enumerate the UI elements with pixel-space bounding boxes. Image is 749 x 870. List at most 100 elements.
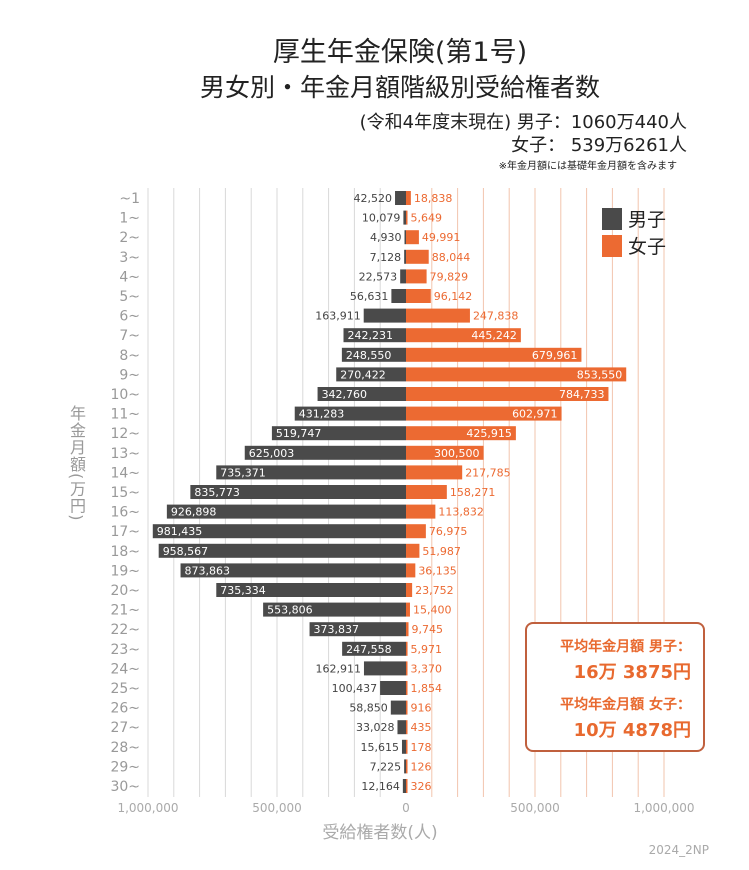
y-tick-label: 15~ [110, 485, 140, 501]
bar-male [180, 563, 406, 578]
bar-female [406, 249, 429, 264]
y-tick-label: 8~ [119, 348, 140, 364]
data-label-male: 10,079 [362, 212, 401, 225]
bar-female [406, 269, 427, 284]
data-label-female: 126 [411, 760, 432, 773]
y-tick-label: 13~ [110, 446, 140, 462]
data-label-female: 3,370 [411, 662, 443, 675]
bar-female [406, 779, 408, 793]
data-label-female: 23,752 [415, 584, 454, 597]
y-tick-label: 30~ [110, 779, 140, 795]
data-label-male: 42,520 [354, 192, 393, 205]
data-label-male: 12,164 [361, 780, 400, 793]
bar-male [403, 210, 406, 225]
bar-female [406, 681, 408, 695]
y-tick-label: 18~ [110, 544, 140, 560]
data-label-male: 958,567 [163, 545, 209, 558]
y-tick-label: 7~ [119, 328, 140, 344]
bar-male [244, 445, 406, 460]
data-label-female: 158,271 [450, 486, 496, 499]
bar-female [406, 465, 463, 480]
total-male: (令和4年度末現在) 男子：1060万440人 [359, 112, 687, 133]
y-tick-label: 2~ [119, 230, 140, 246]
bar-male [158, 543, 406, 558]
bar-female [406, 445, 484, 460]
bar-male [391, 289, 406, 303]
bar-female [406, 387, 609, 401]
bar-female [406, 739, 408, 754]
data-label-male: 33,028 [356, 721, 395, 734]
y-tick-label: 9~ [119, 367, 140, 383]
data-label-male: 625,003 [249, 447, 294, 460]
data-label-female: 79,829 [430, 270, 469, 283]
data-label-male: 56,631 [350, 290, 389, 303]
y-tick-label: 25~ [110, 681, 140, 697]
y-tick-label: 1~ [119, 211, 140, 227]
chart-title: 厚生年金保険(第1号) [272, 37, 528, 68]
data-label-male: 373,837 [314, 623, 360, 636]
bar-female [406, 347, 582, 362]
bar-female [406, 230, 419, 245]
bar-female [406, 426, 516, 441]
data-label-male: 270,422 [340, 368, 386, 381]
legend-female: 女子 [602, 232, 666, 259]
data-label-female: 49,991 [422, 231, 461, 244]
bar-male [363, 661, 406, 676]
data-label-female: 916 [411, 702, 432, 715]
y-tick-label: 20~ [110, 583, 140, 599]
x-tick-label: 0 [402, 801, 410, 815]
y-tick-label: 23~ [110, 642, 140, 658]
bar-female [406, 700, 408, 715]
data-label-male: 247,558 [346, 643, 392, 656]
avg-male-value: 16万 3875円 [573, 662, 691, 683]
bar-female [406, 641, 408, 656]
data-label-female: 435 [411, 721, 432, 734]
y-tick-label: 11~ [110, 407, 140, 423]
bar-male [363, 308, 406, 323]
bar-female [406, 759, 408, 774]
y-tick-label: 19~ [110, 563, 140, 579]
bar-male [152, 524, 406, 539]
data-label-male: 163,911 [315, 310, 361, 323]
data-label-male: 4,930 [370, 231, 402, 244]
data-label-male: 100,437 [332, 682, 378, 695]
bar-male [190, 485, 406, 499]
data-label-male: 553,806 [267, 604, 313, 617]
avg-female-value: 10万 4878円 [573, 720, 691, 741]
bar-female [406, 661, 408, 676]
y-tick-label: 3~ [119, 250, 140, 266]
bar-female [406, 191, 411, 205]
data-label-female: 18,838 [414, 192, 453, 205]
data-label-female: 300,500 [434, 447, 480, 460]
bar-male [263, 602, 406, 617]
data-label-male: 835,773 [194, 486, 240, 499]
legend-label-male: 男子 [628, 209, 667, 231]
y-tick-label: 29~ [110, 759, 140, 775]
y-axis-label: 年金月額(万円) [67, 405, 86, 522]
bar-male [404, 249, 406, 264]
chart-subtitle: 男女別・年金月額階級別受給権者数 [199, 73, 600, 102]
bar-female [406, 622, 409, 637]
data-label-male: 735,371 [220, 466, 266, 479]
data-label-female: 76,975 [429, 525, 468, 538]
data-label-female: 445,242 [471, 329, 517, 342]
data-label-male: 735,334 [220, 584, 265, 597]
data-label-male: 926,898 [171, 506, 217, 519]
y-tick-label: 6~ [119, 309, 140, 325]
data-label-female: 784,733 [559, 388, 605, 401]
bar-male [309, 622, 406, 637]
legend-swatch-male [602, 207, 622, 230]
data-label-female: 1,854 [411, 682, 443, 695]
bar-female [406, 583, 413, 597]
credit: 2024_2NP [648, 843, 709, 857]
y-tick-label: 27~ [110, 720, 140, 736]
bar-female [406, 367, 627, 382]
bar-male [343, 328, 406, 343]
y-tick-label: 12~ [110, 426, 140, 442]
data-label-female: 5,649 [411, 212, 443, 225]
total-female: 女子： 539万6261人 [511, 135, 687, 156]
data-label-male: 873,863 [185, 564, 231, 577]
bar-male [216, 465, 406, 480]
